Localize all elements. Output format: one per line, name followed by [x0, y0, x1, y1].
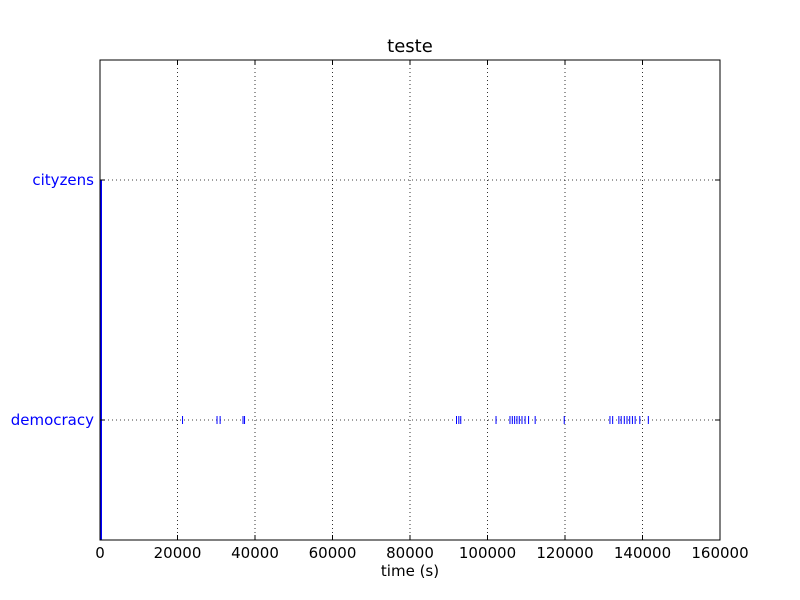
y-category-label: democracy — [11, 411, 94, 429]
chart-title: teste — [387, 36, 433, 57]
marks-layer — [100, 180, 649, 540]
x-axis-label: time (s) — [381, 562, 439, 580]
x-tick-label: 100000 — [459, 544, 516, 562]
x-tick-label: 120000 — [536, 544, 593, 562]
x-tick-label: 0 — [95, 544, 105, 562]
grid-layer — [100, 60, 720, 540]
y-category-label: cityzens — [32, 171, 94, 189]
x-tick-label: 160000 — [691, 544, 748, 562]
x-tick-label: 140000 — [614, 544, 671, 562]
x-tick-label: 40000 — [231, 544, 279, 562]
x-tick-label: 60000 — [309, 544, 357, 562]
x-tick-label: 20000 — [154, 544, 202, 562]
ticks-layer: 0 20000 40000 60000 80000 100000 120000 140000 1… — [11, 60, 749, 562]
x-tick-label: 80000 — [386, 544, 434, 562]
